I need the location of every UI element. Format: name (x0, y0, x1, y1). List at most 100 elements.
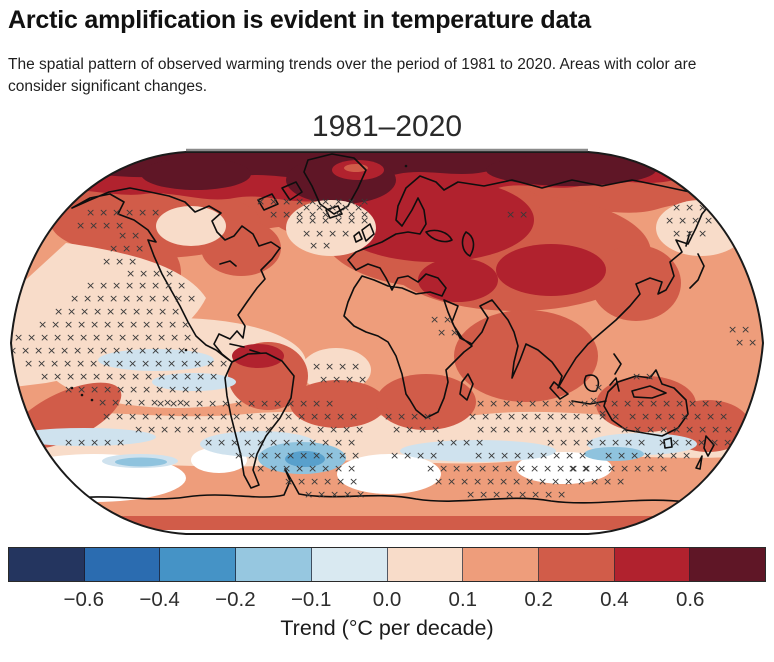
hatch-mark: × (693, 410, 702, 423)
hatch-mark: × (73, 344, 82, 357)
hatch-mark: × (251, 423, 260, 436)
afro-eurasia-coast (343, 175, 713, 419)
japan (685, 231, 705, 289)
hatch-mark: × (334, 208, 343, 221)
hatch-mark: × (637, 436, 646, 449)
hatch-mark: × (109, 292, 118, 305)
colorbar-tick-label: 0.1 (448, 588, 478, 611)
hatch-mark: × (40, 370, 49, 383)
colorbar-cell (463, 548, 539, 581)
hatch-mark: × (594, 462, 603, 475)
hatch-mark: × (269, 208, 278, 221)
hatch-mark: × (531, 488, 540, 501)
hatch-mark: × (616, 475, 625, 488)
hatch-mark: × (321, 208, 330, 221)
hatch-mark: × (624, 436, 633, 449)
hatch-mark: × (64, 318, 73, 331)
hatch-mark: × (610, 397, 619, 410)
colorbar (8, 547, 766, 582)
new-zealand (695, 435, 715, 470)
hatch-mark: × (170, 331, 179, 344)
hatch-mark: × (282, 462, 291, 475)
hatch-mark: × (598, 410, 607, 423)
hatch-mark: × (221, 397, 230, 410)
hatch-mark: × (54, 305, 63, 318)
hatch-mark: × (295, 208, 304, 221)
hatch-mark: × (99, 279, 108, 292)
hatch-mark: × (79, 331, 88, 344)
hatch-mark: × (141, 410, 150, 423)
hatch-mark: × (99, 206, 108, 219)
hatch-mark: × (403, 449, 412, 462)
hatch-mark: × (334, 462, 343, 475)
hatch-mark: × (286, 449, 295, 462)
hatch-mark: × (295, 214, 304, 227)
south-america-coast (224, 352, 295, 489)
hatch-mark: × (323, 475, 332, 488)
hatch-mark: × (269, 195, 278, 208)
hatch-mark: × (416, 449, 425, 462)
hatch-mark: × (312, 449, 321, 462)
hatch-mark: × (50, 357, 59, 370)
hatch-mark: × (131, 370, 140, 383)
hatch-mark: × (247, 449, 256, 462)
hatch-mark: × (611, 410, 620, 423)
hatch-mark: × (77, 436, 86, 449)
hatch-mark: × (167, 357, 176, 370)
hatch-mark: × (206, 357, 215, 370)
hatch-mark: × (321, 195, 330, 208)
hatch-mark: × (195, 397, 204, 410)
hatch-mark: × (122, 242, 131, 255)
hatch-mark: × (598, 436, 607, 449)
hatch-mark: × (70, 292, 79, 305)
hatch-mark: × (247, 397, 256, 410)
hatch-mark: × (40, 331, 49, 344)
hatch-mark: × (168, 318, 177, 331)
hatch-mark: × (129, 318, 138, 331)
hatch-mark: × (168, 383, 177, 396)
hatch-mark: × (128, 357, 137, 370)
hatch-mark: × (92, 331, 101, 344)
hatch-mark: × (492, 488, 501, 501)
hatch-mark: × (345, 373, 354, 386)
hatch-mark: × (155, 318, 164, 331)
hatch-mark: × (585, 436, 594, 449)
hatch-mark: × (295, 462, 304, 475)
world-map-svg: × × × × × × × × ×× × × × × × × ×× × × × × ×× × × ×× × × × ×× × × × × ×× ×… (9, 148, 765, 535)
hatch-mark: × (633, 462, 642, 475)
hatch-mark: × (392, 423, 401, 436)
hatch-mark: × (112, 206, 121, 219)
hatch-mark: × (347, 208, 356, 221)
hatch-mark: × (53, 370, 62, 383)
hatch-mark: × (142, 318, 151, 331)
hatch-mark: × (704, 214, 713, 227)
hatch-mark: × (86, 344, 95, 357)
hatch-mark: × (593, 423, 602, 436)
hatch-mark: × (568, 462, 577, 475)
hatch-mark: × (691, 214, 700, 227)
hatch-mark: × (410, 410, 419, 423)
hatch-mark: × (528, 423, 537, 436)
hatch-mark: × (269, 462, 278, 475)
hatch-mark: × (717, 214, 726, 227)
hatch-mark: × (559, 410, 568, 423)
hatch-mark: × (334, 436, 343, 449)
hatch-mark: × (260, 449, 269, 462)
hatch-mark: × (96, 292, 105, 305)
hatch-mark: × (86, 279, 95, 292)
hatch-mark: × (481, 410, 490, 423)
hatch-mark: × (360, 195, 369, 208)
hatch-mark: × (641, 410, 650, 423)
hatch-mark: × (672, 227, 681, 240)
hatch-mark: × (116, 383, 125, 396)
hatch-mark: × (479, 488, 488, 501)
hatch-mark: × (607, 462, 616, 475)
hatch-mark: × (234, 397, 243, 410)
hatch-mark: × (310, 475, 319, 488)
hatch-mark: × (556, 462, 565, 475)
hatch-mark: × (593, 397, 602, 410)
hatch-mark: × (719, 410, 728, 423)
hatch-mark: × (273, 397, 282, 410)
hatch-mark: × (174, 292, 183, 305)
hatch-mark: × (656, 449, 665, 462)
